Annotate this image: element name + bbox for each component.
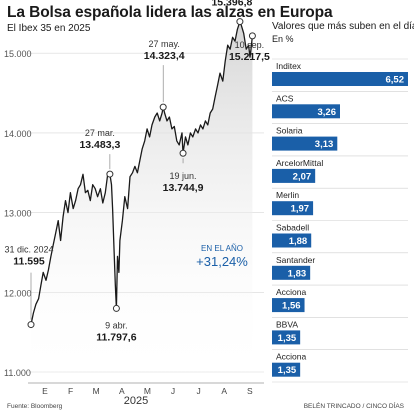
y-tick-label: 11.000 xyxy=(4,368,31,378)
ibex-line xyxy=(30,20,254,325)
bar-category-label: Solaria xyxy=(276,126,303,136)
bar-value-label: 1,97 xyxy=(291,204,310,215)
bar xyxy=(272,233,312,248)
x-tick-label: S xyxy=(247,386,253,396)
bar-value-label: 1,35 xyxy=(278,333,297,344)
x-axis-year: 2025 xyxy=(124,395,148,407)
y-tick-label: 13.000 xyxy=(4,209,32,219)
bar-value-label: 3,26 xyxy=(318,107,337,118)
annotation-date: 9 abr. xyxy=(105,320,128,330)
annotation-marker xyxy=(27,321,35,329)
left-chart-subtitle: El Ibex 35 en 2025 xyxy=(7,23,91,34)
bar-category-label: BBVA xyxy=(276,319,298,329)
bar xyxy=(272,168,316,183)
annotation-date: 27 may. xyxy=(149,39,180,49)
bar xyxy=(272,72,408,86)
bar-category-label: Sabadell xyxy=(276,223,309,233)
y-tick-label: 12.000 xyxy=(4,288,32,298)
annotation-value: 11.595 xyxy=(13,256,45,268)
bar xyxy=(272,201,314,216)
annotation-marker xyxy=(106,170,114,178)
bar-category-label: Santander xyxy=(276,255,315,265)
bar-value-label: 3,13 xyxy=(315,139,334,150)
x-tick-label: A xyxy=(119,386,125,396)
bar-value-label: 1,35 xyxy=(278,365,297,376)
bar-value-label: 1,83 xyxy=(288,268,307,279)
annotation-value: 14.323,4 xyxy=(144,50,185,62)
bar xyxy=(272,104,340,119)
annotation-value: 13.483,3 xyxy=(79,139,120,151)
annotation-date: 19 jun. xyxy=(170,171,197,181)
credit-note: BELÉN TRINCADO / CINCO DÍAS xyxy=(303,403,404,410)
annotation-date: 10 sep. xyxy=(235,40,265,50)
bar-value-label: 6,52 xyxy=(386,75,405,86)
annotation-value: 13.744,9 xyxy=(163,182,204,194)
bar-category-label: ArcelorMittal xyxy=(276,158,323,168)
bar xyxy=(272,362,301,377)
annotation-marker xyxy=(248,32,256,40)
x-tick-label: J xyxy=(171,386,175,396)
bar-value-label: 2,07 xyxy=(293,171,312,182)
annotation-markers xyxy=(27,18,256,329)
bar-value-label: 1,56 xyxy=(282,301,301,312)
x-tick-label: A xyxy=(221,386,227,396)
bar-category-label: Acciona xyxy=(276,352,307,362)
x-tick-label: E xyxy=(42,386,48,396)
change-value: +31,24% xyxy=(196,254,248,269)
right-chart-unit: En % xyxy=(272,34,294,44)
annotation-value: 15.217,5 xyxy=(229,51,270,63)
bar-category-label: ACS xyxy=(276,93,294,103)
annotation-date: 27 mar. xyxy=(85,128,115,138)
annotation-marker xyxy=(159,103,167,111)
annotation-date: 31 dic. 2024 xyxy=(4,245,53,255)
y-tick-label: 14.000 xyxy=(4,129,32,139)
ibex-area xyxy=(31,21,253,383)
annotation-value: 11.797,6 xyxy=(96,331,136,343)
x-tick-label: M xyxy=(93,386,100,396)
bar-value-label: 1,88 xyxy=(289,236,308,247)
annotation-marker xyxy=(236,18,244,26)
bar-category-label: Acciona xyxy=(276,287,307,297)
y-tick-labels: 11.000 12.000 13.000 14.000 15.000 xyxy=(4,49,32,378)
x-tick-label: F xyxy=(68,386,73,396)
x-tick-label: J xyxy=(196,386,200,396)
y-tick-label: 15.000 xyxy=(4,49,32,59)
source-note: Fuente: Bloomberg xyxy=(7,403,63,410)
annotation-marker xyxy=(112,304,120,312)
bar-category-label: Merlin xyxy=(276,190,299,200)
annotation-value: 15.396,8 xyxy=(211,0,252,9)
bar xyxy=(272,298,305,313)
bar-category-label: Inditex xyxy=(276,61,302,71)
bar xyxy=(272,330,301,345)
bar xyxy=(272,265,311,280)
top-gainers-bars: Inditex 6,52 ACS 3,26 Solaria 3,13 ArcelorMitt… xyxy=(272,58,408,383)
bar xyxy=(272,136,338,151)
change-label: EN EL AÑO xyxy=(201,244,243,253)
x-tick-label: M xyxy=(144,386,151,396)
page-title: La Bolsa española lidera las alzas en Eu… xyxy=(7,4,333,21)
annotation-marker xyxy=(179,149,187,157)
right-chart-subtitle: Valores que más suben en el día xyxy=(272,21,414,32)
